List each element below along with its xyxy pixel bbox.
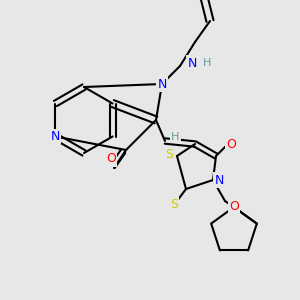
- Text: S: S: [170, 197, 178, 211]
- Text: S: S: [166, 148, 173, 161]
- Text: N: N: [214, 173, 224, 187]
- Text: H: H: [203, 58, 211, 68]
- Text: O: O: [229, 200, 239, 214]
- Text: N: N: [187, 56, 197, 70]
- Text: H: H: [171, 131, 180, 142]
- Text: O: O: [226, 137, 236, 151]
- Text: N: N: [157, 77, 167, 91]
- Text: N: N: [51, 130, 60, 143]
- Text: O: O: [106, 152, 116, 166]
